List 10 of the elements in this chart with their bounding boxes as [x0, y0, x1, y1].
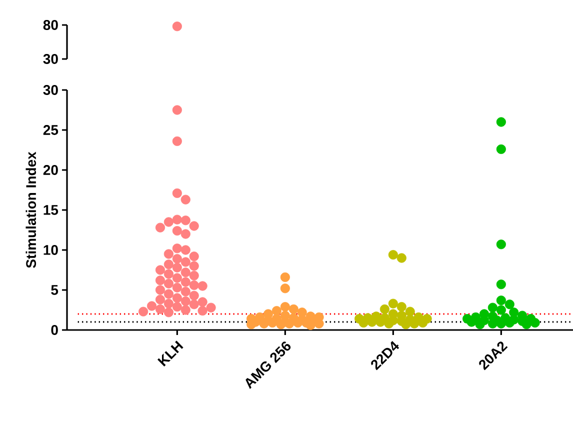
y-axis-title: Stimulation Index — [26, 152, 36, 268]
y-tick-label: 30 — [43, 85, 58, 95]
y-tick-label: 15 — [44, 205, 58, 215]
y-tick-label: 80 — [43, 20, 58, 30]
y-tick-label: 25 — [43, 125, 58, 135]
y-tick-label: 10 — [44, 245, 58, 255]
y-tick-label: 0 — [51, 325, 58, 335]
y-tick-label: 5 — [51, 285, 58, 295]
y-tick-label: 30 — [43, 54, 58, 64]
y-tick-label: 20 — [43, 165, 58, 175]
